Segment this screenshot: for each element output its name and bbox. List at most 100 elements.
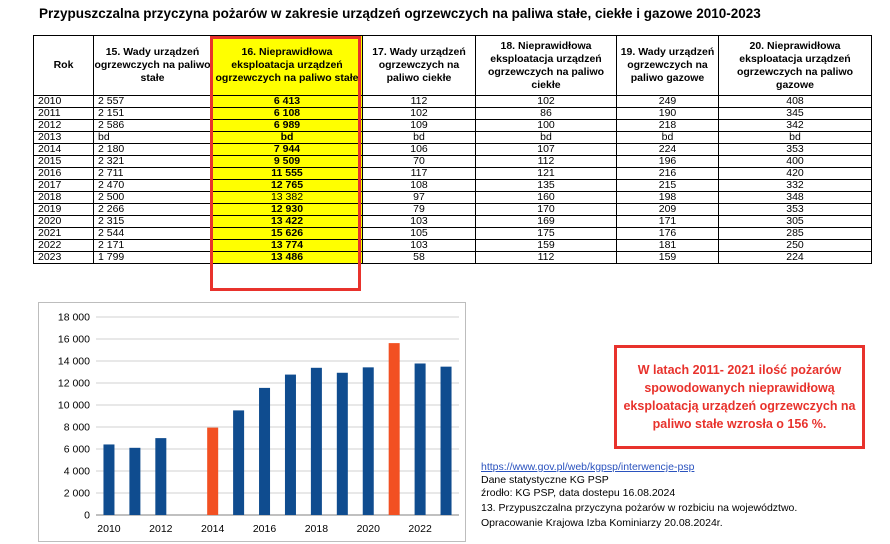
bar-2018 (310, 367, 322, 515)
cell-col18: 102 (475, 95, 617, 108)
cell-col18: 100 (475, 119, 617, 132)
cell-col19: bd (616, 131, 719, 144)
cell-col15: 2 315 (93, 215, 212, 228)
table-row: 2019 2 266 12 930 79 170 209 353 (33, 203, 872, 216)
cell-col15: 2 586 (93, 119, 212, 132)
y-tick-label: 14 000 (58, 356, 90, 368)
x-tick-label: 2014 (201, 523, 225, 535)
table-row: 2015 2 321 9 509 70 112 196 400 (33, 155, 872, 168)
cell-col19: 215 (616, 179, 719, 192)
x-tick-label: 2010 (97, 523, 121, 535)
callout-text: W latach 2011- 2021 ilość pożarów spowod… (623, 363, 856, 431)
cell-col19: 181 (616, 239, 719, 252)
cell-col20: 345 (718, 107, 872, 120)
cell-col17: bd (362, 131, 476, 144)
cell-col17: 58 (362, 251, 476, 264)
cell-col20: 332 (718, 179, 872, 192)
cell-col20: 250 (718, 239, 872, 252)
cell-col17: 103 (362, 215, 476, 228)
cell-rok: 2021 (33, 227, 94, 240)
bar-2017 (284, 374, 296, 515)
source-link[interactable]: https://www.gov.pl/web/kgpsp/interwencje… (481, 461, 695, 473)
cell-col18: 107 (475, 143, 617, 156)
cell-col20: 285 (718, 227, 872, 240)
cell-col16: 9 509 (211, 155, 363, 168)
cell-col18: 135 (475, 179, 617, 192)
cell-col17: 117 (362, 167, 476, 180)
cell-rok: 2023 (33, 251, 94, 264)
source-link-line: https://www.gov.pl/web/kgpsp/interwencje… (481, 461, 694, 473)
cell-col16: 11 555 (211, 167, 363, 180)
bar-chart-svg: 0 2 000 4 000 6 000 8 000 10 000 12 000 14 000 1… (58, 312, 459, 535)
header-col16: 16. Nieprawidłowa eksploatacja urządzeń … (211, 35, 363, 96)
cell-col16: 6 413 (211, 95, 363, 108)
bar-2014 (207, 427, 219, 515)
source-line-3: 13. Przypuszczalna przyczyna pożarów w r… (481, 502, 798, 514)
cell-col18: 159 (475, 239, 617, 252)
bar-2021 (388, 343, 400, 515)
x-tick-label: 2022 (408, 523, 432, 535)
cell-col15: bd (93, 131, 212, 144)
table-row: 2021 2 544 15 626 105 175 176 285 (33, 227, 872, 240)
cell-col16: 15 626 (211, 227, 363, 240)
bar-2020 (362, 367, 374, 515)
cell-col16: 13 486 (211, 251, 363, 264)
source-line-4: Opracowanie Krajowa Izba Kominiarzy 20.0… (481, 517, 723, 529)
cell-col18: 121 (475, 167, 617, 180)
table-row: 2022 2 171 13 774 103 159 181 250 (33, 239, 872, 252)
x-tick-label: 2012 (149, 523, 173, 535)
header-col18: 18. Nieprawidłowa eksploatacja urządzeń … (475, 35, 617, 96)
cell-col18: 175 (475, 227, 617, 240)
fires-table: Rok 15. Wady urządzeń ogrzewczych na pal… (33, 35, 872, 264)
bar-2015 (233, 410, 245, 515)
cell-col15: 2 500 (93, 191, 212, 204)
y-tick-label: 18 000 (58, 312, 90, 324)
cell-col18: 112 (475, 155, 617, 168)
y-tick-label: 4 000 (64, 466, 90, 478)
cell-col15: 2 171 (93, 239, 212, 252)
cell-col19: 159 (616, 251, 719, 264)
x-tick-label: 2016 (253, 523, 277, 535)
cell-col17: 106 (362, 143, 476, 156)
header-col17: 17. Wady urządzeń ogrzewczych na paliwo … (362, 35, 476, 96)
cell-col15: 2 266 (93, 203, 212, 216)
cell-col15: 1 799 (93, 251, 212, 264)
y-tick-label: 0 (84, 510, 90, 522)
cell-col20: 353 (718, 203, 872, 216)
cell-col19: 249 (616, 95, 719, 108)
callout-box: W latach 2011- 2021 ilość pożarów spowod… (614, 345, 865, 449)
table-row: 2011 2 151 6 108 102 86 190 345 (33, 107, 872, 120)
cell-col20: 348 (718, 191, 872, 204)
cell-col17: 102 (362, 107, 476, 120)
y-tick-label: 6 000 (64, 444, 90, 456)
cell-col16: 7 944 (211, 143, 363, 156)
cell-col19: 190 (616, 107, 719, 120)
cell-col18: 112 (475, 251, 617, 264)
y-tick-label: 10 000 (58, 400, 90, 412)
cell-col18: bd (475, 131, 617, 144)
cell-col19: 176 (616, 227, 719, 240)
table-row: 2016 2 711 11 555 117 121 216 420 (33, 167, 872, 180)
cell-col15: 2 544 (93, 227, 212, 240)
cell-col19: 198 (616, 191, 719, 204)
x-tick-label: 2018 (305, 523, 329, 535)
bar-2011 (129, 447, 141, 515)
x-tick-label: 2020 (357, 523, 381, 535)
bar-2019 (336, 372, 348, 515)
table-row: 2014 2 180 7 944 106 107 224 353 (33, 143, 872, 156)
cell-col16: 6 108 (211, 107, 363, 120)
cell-col15: 2 711 (93, 167, 212, 180)
cell-col17: 108 (362, 179, 476, 192)
y-tick-label: 16 000 (58, 334, 90, 346)
cell-col20: 420 (718, 167, 872, 180)
cell-col16: 6 989 (211, 119, 363, 132)
cell-col16: 12 930 (211, 203, 363, 216)
page-title: Przypuszczalna przyczyna pożarów w zakre… (39, 6, 761, 21)
cell-col15: 2 470 (93, 179, 212, 192)
cell-rok: 2010 (33, 95, 94, 108)
cell-col16: 13 382 (211, 191, 363, 204)
cell-rok: 2012 (33, 119, 94, 132)
cell-col16: 12 765 (211, 179, 363, 192)
bar-2023 (440, 366, 452, 515)
cell-rok: 2017 (33, 179, 94, 192)
